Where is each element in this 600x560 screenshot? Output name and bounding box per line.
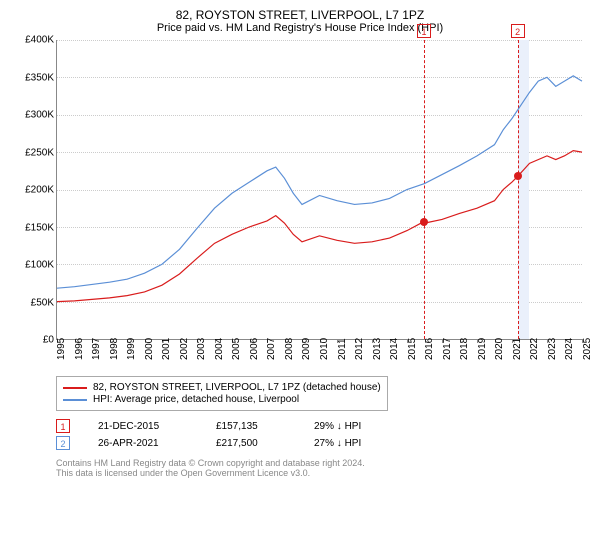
series-line [57, 76, 582, 288]
x-tick-label: 2023 [547, 338, 558, 360]
x-tick-label: 2008 [284, 338, 295, 360]
x-axis: 1995 1996 1997 1998 1999 2000 2001 2002 2003 2004… [56, 340, 582, 370]
sale-pct-vs-hpi: 29% ↓ HPI [314, 421, 361, 432]
sale-number-badge: 2 [56, 436, 70, 450]
x-tick-label: 2014 [389, 338, 400, 360]
x-tick-label: 2017 [442, 338, 453, 360]
y-tick-label: £200K [25, 185, 54, 196]
legend-swatch [63, 387, 87, 389]
x-tick-label: 2012 [354, 338, 365, 360]
y-axis: £0£50K£100K£150K£200K£250K£300K£350K£400… [12, 40, 56, 340]
sale-row: 2 26-APR-2021 £217,500 27% ↓ HPI [56, 436, 588, 450]
x-tick-label: 1998 [109, 338, 120, 360]
x-tick-label: 2024 [564, 338, 575, 360]
x-tick-label: 2018 [459, 338, 470, 360]
x-tick-label: 2003 [196, 338, 207, 360]
y-tick-label: £250K [25, 147, 54, 158]
x-tick-label: 1995 [56, 338, 67, 360]
chart-area: £0£50K£100K£150K£200K£250K£300K£350K£400… [12, 40, 588, 370]
x-tick-label: 2025 [582, 338, 593, 360]
sale-date: 21-DEC-2015 [98, 421, 188, 432]
legend-item: HPI: Average price, detached house, Live… [63, 394, 381, 405]
x-tick-label: 2013 [372, 338, 383, 360]
footer-licence: This data is licensed under the Open Gov… [56, 468, 588, 478]
x-tick-label: 2010 [319, 338, 330, 360]
x-tick-label: 2022 [529, 338, 540, 360]
series-line [57, 151, 582, 302]
x-tick-label: 2006 [249, 338, 260, 360]
sale-number-badge: 1 [56, 419, 70, 433]
y-tick-label: £300K [25, 110, 54, 121]
chart-subtitle: Price paid vs. HM Land Registry's House … [12, 22, 588, 34]
x-tick-label: 2011 [337, 338, 348, 360]
y-tick-label: £150K [25, 222, 54, 233]
legend-label: HPI: Average price, detached house, Live… [93, 394, 299, 405]
x-tick-label: 2004 [214, 338, 225, 360]
sale-marker-dot [514, 172, 522, 180]
sales-table: 1 21-DEC-2015 £157,135 29% ↓ HPI 2 26-APR-202… [56, 419, 588, 450]
x-tick-label: 2007 [266, 338, 277, 360]
x-tick-label: 2009 [301, 338, 312, 360]
footer-copyright: Contains HM Land Registry data © Crown c… [56, 458, 588, 468]
x-tick-label: 2021 [512, 338, 523, 360]
legend-swatch [63, 399, 87, 401]
x-tick-label: 1996 [74, 338, 85, 360]
y-tick-label: £0 [43, 335, 54, 346]
x-tick-label: 2001 [161, 338, 172, 360]
y-tick-label: £100K [25, 260, 54, 271]
x-tick-label: 2000 [144, 338, 155, 360]
line-series [57, 40, 582, 339]
legend-label: 82, ROYSTON STREET, LIVERPOOL, L7 1PZ (d… [93, 382, 381, 393]
x-tick-label: 1999 [126, 338, 137, 360]
sale-price: £157,135 [216, 421, 286, 432]
x-tick-label: 2019 [477, 338, 488, 360]
sale-row: 1 21-DEC-2015 £157,135 29% ↓ HPI [56, 419, 588, 433]
x-tick-label: 2015 [407, 338, 418, 360]
legend: 82, ROYSTON STREET, LIVERPOOL, L7 1PZ (d… [56, 376, 388, 411]
sale-date: 26-APR-2021 [98, 438, 188, 449]
x-tick-label: 2016 [424, 338, 435, 360]
sale-price: £217,500 [216, 438, 286, 449]
plot-area: 12 [56, 40, 582, 340]
x-tick-label: 1997 [91, 338, 102, 360]
sale-pct-vs-hpi: 27% ↓ HPI [314, 438, 361, 449]
y-tick-label: £400K [25, 35, 54, 46]
x-tick-label: 2002 [179, 338, 190, 360]
y-tick-label: £50K [31, 297, 54, 308]
legend-item: 82, ROYSTON STREET, LIVERPOOL, L7 1PZ (d… [63, 382, 381, 393]
y-tick-label: £350K [25, 72, 54, 83]
sale-marker-number: 2 [511, 24, 525, 38]
x-tick-label: 2020 [494, 338, 505, 360]
sale-marker-number: 1 [417, 24, 431, 38]
sale-marker-dot [420, 218, 428, 226]
chart-title: 82, ROYSTON STREET, LIVERPOOL, L7 1PZ [12, 8, 588, 22]
x-tick-label: 2005 [231, 338, 242, 360]
